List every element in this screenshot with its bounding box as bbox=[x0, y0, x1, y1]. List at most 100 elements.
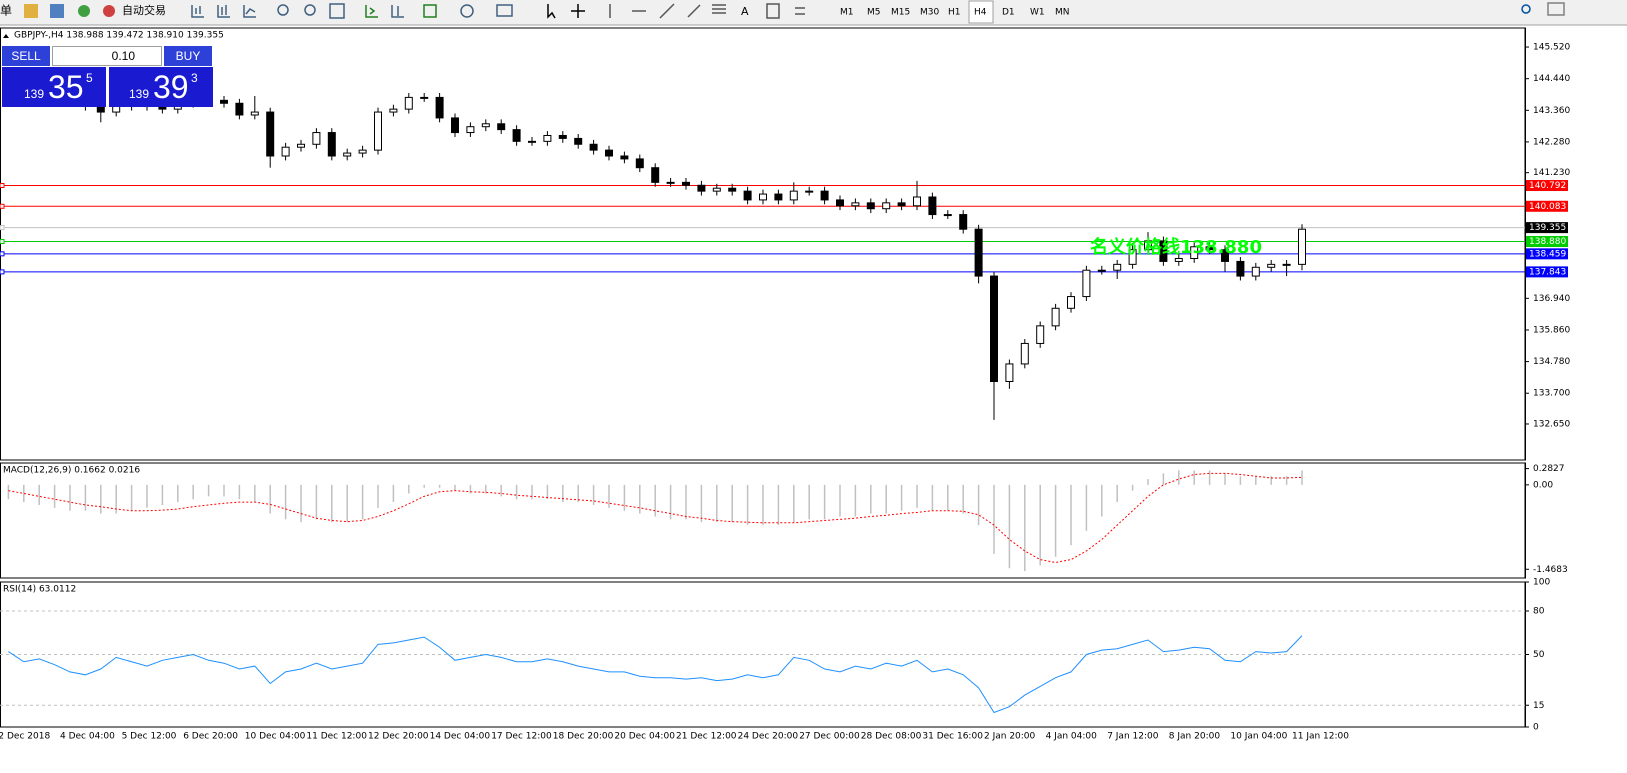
candle-body bbox=[1267, 263, 1276, 268]
auto-trading-icon[interactable] bbox=[103, 5, 115, 17]
candle-body bbox=[250, 111, 259, 116]
timeframe-button[interactable]: D1 bbox=[1002, 8, 1015, 18]
candle-body bbox=[990, 275, 998, 383]
search-icon[interactable] bbox=[1521, 4, 1531, 14]
icon[interactable] bbox=[304, 4, 316, 16]
candle-body bbox=[1113, 263, 1122, 271]
collapse-marker bbox=[3, 34, 9, 38]
timeframe-button[interactable]: MN bbox=[1055, 8, 1070, 18]
price-label-box bbox=[1526, 236, 1568, 248]
candle-body bbox=[1051, 307, 1060, 327]
price-label: 137.843 bbox=[1529, 267, 1566, 277]
price-label-box bbox=[1526, 222, 1568, 234]
candle-body bbox=[420, 96, 429, 99]
x-tick-label: 11 Jan 12:00 bbox=[1292, 732, 1349, 742]
icon[interactable] bbox=[365, 5, 378, 18]
icon[interactable] bbox=[50, 4, 64, 18]
x-tick-label: 14 Dec 04:00 bbox=[430, 732, 491, 742]
buy-price-box[interactable]: 139 39 3 bbox=[109, 67, 213, 107]
price-label: 140.792 bbox=[1529, 181, 1566, 191]
y-tick-label: 132.650 bbox=[1533, 419, 1570, 429]
x-tick-label: 10 Jan 04:00 bbox=[1230, 732, 1287, 742]
price-label-box bbox=[1526, 180, 1568, 192]
candle-body bbox=[312, 132, 321, 145]
y-tick-label: 15 bbox=[1533, 701, 1544, 711]
candle-body bbox=[1236, 260, 1245, 277]
sell-price-box[interactable]: 139 35 5 bbox=[2, 67, 106, 107]
candle-body bbox=[374, 111, 382, 151]
candle-body bbox=[743, 190, 752, 201]
icon[interactable] bbox=[766, 3, 780, 19]
timeframe-button[interactable]: W1 bbox=[1030, 8, 1045, 18]
icon[interactable] bbox=[24, 4, 38, 18]
candle-body bbox=[1298, 228, 1306, 265]
icon[interactable] bbox=[243, 5, 256, 18]
candle-body bbox=[235, 102, 244, 116]
x-tick-label: 4 Jan 04:00 bbox=[1046, 732, 1098, 742]
icon[interactable] bbox=[78, 5, 90, 17]
y-tick-label: 135.860 bbox=[1533, 325, 1570, 335]
x-tick-label: 28 Dec 08:00 bbox=[861, 732, 922, 742]
buy-point: 3 bbox=[191, 71, 198, 85]
x-tick-label: 11 Dec 12:00 bbox=[306, 732, 367, 742]
icon[interactable] bbox=[795, 7, 805, 15]
candle-body bbox=[1190, 246, 1199, 259]
candle-body bbox=[635, 158, 644, 169]
candle-body bbox=[96, 105, 105, 113]
x-tick-label: 21 Dec 12:00 bbox=[676, 732, 737, 742]
y-tick-label: 136.940 bbox=[1533, 294, 1570, 304]
timeframe-button[interactable]: H4 bbox=[974, 8, 987, 18]
timeframe-button[interactable]: M30 bbox=[920, 8, 939, 18]
candle-body bbox=[697, 184, 706, 192]
menu-stub[interactable]: 单 bbox=[0, 4, 12, 18]
timeframe-button[interactable]: M5 bbox=[867, 8, 881, 18]
timeframe-button[interactable]: H1 bbox=[948, 8, 961, 18]
candle-body bbox=[266, 111, 275, 157]
icon[interactable] bbox=[277, 4, 289, 16]
price-label: 138.459 bbox=[1529, 249, 1566, 259]
x-tick-label: 31 Dec 16:00 bbox=[922, 732, 983, 742]
y-tick-label: 80 bbox=[1533, 607, 1545, 617]
icon[interactable] bbox=[391, 5, 404, 18]
price-label: 138.880 bbox=[1529, 237, 1566, 247]
candle-body bbox=[682, 181, 690, 186]
buy-button[interactable]: BUY bbox=[164, 46, 212, 66]
icon[interactable] bbox=[217, 5, 230, 18]
icon[interactable] bbox=[460, 4, 474, 18]
chart-window bbox=[0, 27, 1627, 773]
icon[interactable] bbox=[547, 4, 556, 19]
icon[interactable] bbox=[191, 5, 204, 18]
icon[interactable] bbox=[571, 4, 585, 18]
candle-body bbox=[589, 143, 598, 151]
icon[interactable] bbox=[329, 3, 345, 19]
text-tool[interactable]: A bbox=[741, 5, 749, 18]
timeframe-button[interactable]: M1 bbox=[840, 8, 854, 18]
candle-body bbox=[281, 146, 290, 157]
line-marker bbox=[0, 251, 5, 257]
candle-body bbox=[1082, 269, 1091, 298]
toolbar-icons bbox=[191, 2, 1565, 19]
y-tick-label: 50 bbox=[1533, 650, 1545, 660]
x-tick-label: 20 Dec 04:00 bbox=[614, 732, 675, 742]
candle-body bbox=[574, 137, 583, 145]
candle-body bbox=[620, 155, 629, 160]
candle-body bbox=[836, 199, 844, 207]
candle-body bbox=[959, 214, 968, 230]
line-marker bbox=[0, 183, 5, 189]
timeframe-button[interactable]: M15 bbox=[891, 8, 910, 18]
icon[interactable] bbox=[423, 4, 437, 18]
icon[interactable] bbox=[609, 3, 726, 19]
chat-icon[interactable] bbox=[1547, 2, 1565, 16]
x-tick-label: 7 Jan 12:00 bbox=[1107, 732, 1159, 742]
lot-input[interactable]: 0.10 bbox=[52, 46, 162, 66]
auto-trading-button[interactable]: 自动交易 bbox=[122, 3, 166, 17]
icon[interactable] bbox=[496, 4, 513, 17]
line-marker bbox=[0, 225, 5, 231]
sell-button[interactable]: SELL bbox=[2, 46, 50, 66]
candle-body bbox=[1036, 325, 1045, 344]
candle-body bbox=[728, 187, 737, 192]
toolbar bbox=[0, 0, 1627, 25]
candle-body bbox=[1144, 240, 1152, 251]
